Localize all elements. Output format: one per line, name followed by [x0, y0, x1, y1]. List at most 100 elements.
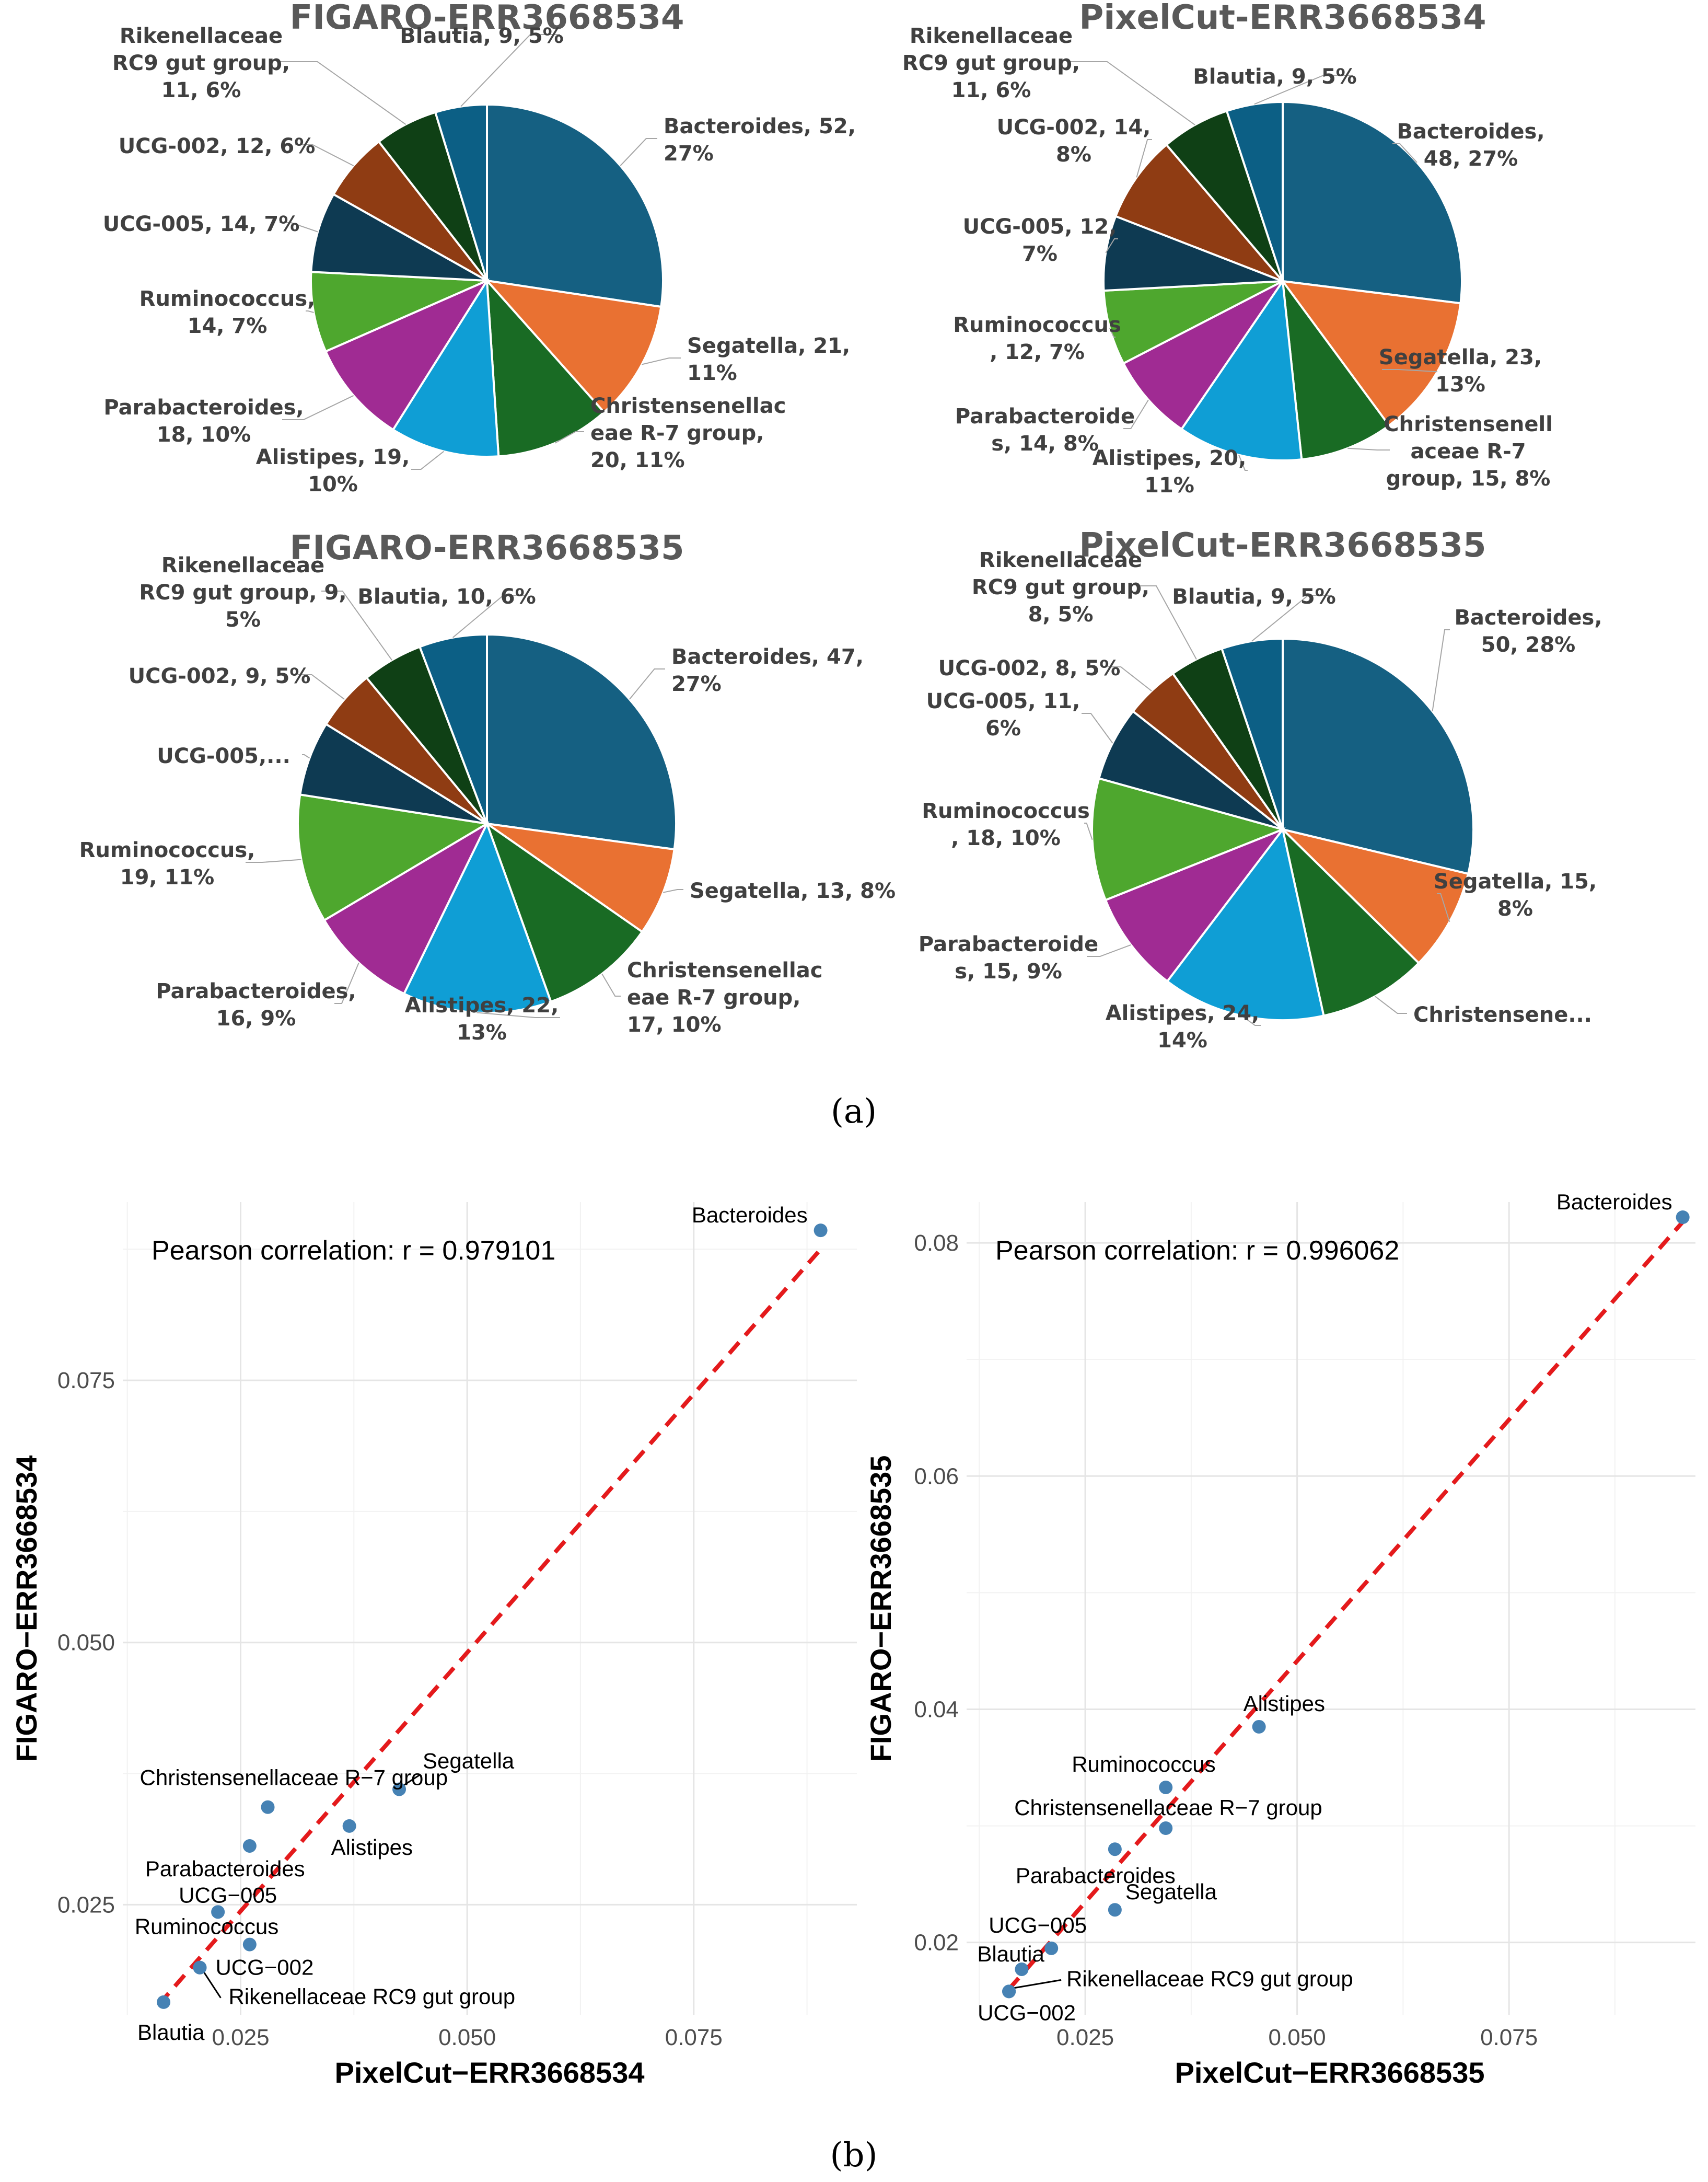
point-label-bacteroides: Bacteroides [692, 1203, 808, 1227]
x-tick-label: 0.025 [1056, 2025, 1114, 2050]
point-label-blautia: Blautia [977, 1942, 1044, 1966]
x-axis-title: PixelCut−ERR3668535 [1175, 2056, 1484, 2089]
point-label-segatella: Segatella [1125, 1879, 1217, 1904]
data-label-alistipes: Alistipes, 24, 14% [1106, 1001, 1260, 1053]
leader-line [601, 973, 621, 997]
pie-charts-panel: FIGARO-ERR3668534 Bacteroides, 52, 27% Sega… [79, 0, 1602, 1053]
scatter-plots-panel: 0.025 0.050 0.075 0.025 0.050 0.075 Bacteroide… [10, 1190, 1695, 2089]
data-label-ruminococcus: Ruminococcus, 19, 11% [79, 838, 255, 890]
data-label-christensenellaceae-r-7-group: Christensene... [1413, 1003, 1592, 1027]
data-point-christensenellaceae-r-7-group [261, 1800, 275, 1814]
pie-slice-ucg-002 [1114, 143, 1284, 282]
data-point-blautia [1015, 1962, 1029, 1976]
leader-line [306, 310, 314, 313]
x-tick-label: 0.025 [212, 2025, 269, 2050]
pie-slice-christensenellaceae-r-7-group [1281, 826, 1421, 1017]
pie-slice-ruminococcus [1091, 777, 1286, 902]
data-point-ucg-005 [1044, 1941, 1059, 1955]
data-label-parabacteroides: Parabacteroides, 16, 9% [156, 979, 356, 1031]
leader-line [280, 61, 406, 125]
pie-slice-alistipes [391, 277, 500, 458]
data-point-segatella [392, 1782, 406, 1796]
data-label-alistipes: Alistipes, 19, 10% [256, 445, 410, 497]
pie-slice-parabacteroides [322, 821, 490, 996]
pie-slice-blautia [418, 633, 488, 824]
correlation-annotation: Pearson correlation: r = 0.979101 [152, 1236, 555, 1266]
data-label-segatella: Segatella, 13, 8% [690, 879, 896, 903]
leader-line [1432, 629, 1450, 712]
pie-slice-bacteroides [486, 633, 677, 851]
x-tick-label: 0.050 [1269, 2025, 1326, 2050]
point-label-rikenellaceae-rc9-gut-group: Rikenellaceae RC9 gut group [1066, 1966, 1353, 1991]
pie-chart-pixelcut-err3668535: PixelCut-ERR3668535 Bacteroides, 50, 28% Se… [919, 526, 1602, 1053]
point-label-parabacteroides: Parabacteroides [145, 1856, 305, 1881]
leader-line [477, 1012, 560, 1018]
pie-chart-figaro-err3668534: FIGARO-ERR3668534 Bacteroides, 52, 27% Sega… [103, 0, 856, 497]
y-tick-label: 0.025 [57, 1892, 115, 1918]
leader-line [1238, 455, 1248, 471]
leader-line [298, 674, 345, 700]
leader-line [1241, 1015, 1261, 1026]
y-tick-label: 0.04 [914, 1696, 959, 1722]
leader-line [321, 591, 392, 661]
panel-label-a: (a) [831, 1092, 877, 1131]
pie-slice-alistipes [1180, 278, 1303, 461]
data-point-parabacteroides [1108, 1842, 1122, 1856]
point-label-parabacteroides: Parabacteroides [1016, 1863, 1176, 1888]
data-label-segatella: Segatella, 21, 11% [687, 334, 850, 385]
pie-slice-blautia [434, 103, 488, 281]
leader-line [1109, 328, 1116, 338]
y-axis-title: FIGARO−ERR3668535 [864, 1456, 897, 1762]
data-point-rikenellaceae-rc9-gut-group [193, 1960, 207, 1975]
data-point-parabacteroides [242, 1839, 257, 1853]
data-label-rikenellaceae-rc9-gut-group: Rikenellaceae RC9 gut group, 9, 5% [139, 553, 346, 632]
data-label-blautia: Blautia, 9, 5% [1172, 585, 1335, 609]
point-label-ucg-002: UCG−002 [215, 1955, 313, 1980]
scatter-plot-figaro-err3668534: 0.025 0.050 0.075 0.025 0.050 0.075 Bacteroide… [10, 1202, 857, 2089]
pie-slice-ruminococcus [1102, 280, 1283, 365]
x-tick-label: 0.075 [665, 2025, 723, 2050]
y-axis-title: FIGARO−ERR3668534 [10, 1456, 43, 1762]
pie-slice-blautia [1220, 637, 1284, 830]
point-label-ucg-005: UCG−005 [179, 1883, 277, 1907]
leader-line [1084, 823, 1093, 840]
leader-line [1105, 238, 1118, 253]
data-label-ucg-002: UCG-002, 9, 5% [129, 664, 311, 688]
pie-slice-bacteroides [1282, 637, 1474, 875]
data-label-ruminococcus: Ruminococcus, 14, 7% [140, 287, 316, 338]
data-label-ucg-005: UCG-005, 14, 7% [103, 212, 300, 236]
data-point-ruminococcus [1159, 1780, 1173, 1794]
point-label-ucg-002: UCG−002 [978, 2000, 1076, 2025]
leader-line [1392, 143, 1417, 163]
leader-line [282, 395, 354, 420]
data-label-ruminococcus: Ruminococcus, 18, 10% [922, 799, 1090, 850]
leader-line [1347, 447, 1390, 451]
pie-slice-ucg-005 [1102, 215, 1283, 292]
data-label-alistipes: Alistipes, 20, 11% [1093, 446, 1247, 498]
leader-line [280, 222, 318, 233]
data-label-blautia: Blautia, 9, 5% [1193, 65, 1356, 89]
leader-line [302, 754, 310, 759]
data-point-segatella [1108, 1903, 1122, 1917]
pie-slice-christensenellaceae-r-7-group [484, 821, 644, 1003]
data-label-parabacteroides: Parabacteroides, 18, 10% [103, 396, 304, 447]
pie-slice-segatella [486, 823, 676, 933]
data-label-bacteroides: Bacteroides, 48, 27% [1397, 120, 1544, 171]
leader-line [334, 962, 359, 1004]
y-tick-label: 0.02 [914, 1930, 959, 1956]
data-point-alistipes [342, 1819, 356, 1833]
data-label-alistipes: Alistipes, 22, 13% [405, 994, 559, 1045]
leader-line [460, 34, 560, 107]
data-point-bacteroides [1676, 1210, 1690, 1225]
leader-line [1082, 713, 1113, 744]
x-tick-label: 0.050 [438, 2025, 496, 2050]
leader-line [1251, 595, 1332, 642]
data-label-segatella: Segatella, 23, 13% [1379, 345, 1542, 397]
pie-slice-rikenellaceae-rc9-gut-group [377, 111, 488, 282]
pie-chart-figaro-err3668535: FIGARO-ERR3668535 Bacteroides, 47, 27% Sega… [79, 529, 896, 1045]
leader-line [1254, 75, 1353, 105]
leader-line [663, 889, 683, 893]
leader-line [1375, 996, 1407, 1014]
label-leader-line [1012, 1979, 1062, 1989]
